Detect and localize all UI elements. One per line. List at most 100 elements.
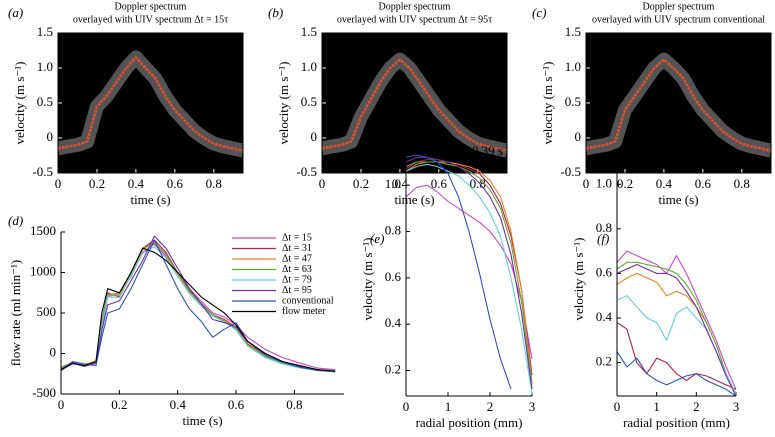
x-axis-label: radial position (mm) (416, 415, 523, 430)
y-axis-label: velocity (m s⁻¹) (360, 238, 375, 321)
legend-label: Δt = 79 (282, 274, 312, 285)
plot-background (58, 33, 243, 173)
y-tick-label: 0.6 (596, 264, 613, 279)
x-tick-label: 0.8 (734, 176, 750, 191)
y-axis-label: velocity (m s⁻¹) (12, 62, 27, 145)
y-tick-label: 0.8 (385, 222, 401, 237)
y-tick-label: 0.5 (301, 94, 317, 109)
series-line (616, 261, 737, 395)
x-tick-label: 2 (487, 399, 494, 414)
chart-subtitle: overlayed with UIV spectrum Δt = 95τ (337, 14, 492, 25)
y-tick-label: 1.5 (37, 24, 53, 39)
x-axis-label: time (s) (130, 192, 170, 207)
x-tick-label: 0.2 (89, 176, 105, 191)
x-tick-label: 0.6 (228, 397, 245, 412)
series-line (405, 184, 533, 359)
series-line (616, 322, 737, 390)
chart-title: time = 0.53 s (643, 143, 711, 158)
x-tick-label: 0 (319, 176, 326, 191)
x-tick-label: 1 (445, 399, 452, 414)
y-axis-label: velocity (m s⁻¹) (571, 238, 586, 321)
uiv-trace (321, 58, 508, 152)
chart-title: Doppler spectrum (115, 1, 187, 12)
x-axis-label: radial position (mm) (623, 415, 730, 430)
panel-label: (c) (532, 5, 546, 20)
x-tick-label: 0 (614, 399, 621, 414)
y-tick-label: 500 (37, 304, 57, 319)
legend-label: Δt = 15 (282, 232, 312, 243)
plot-frame (585, 32, 772, 174)
y-tick-label: 1500 (30, 223, 56, 238)
legend-label: conventional (282, 295, 334, 306)
series-line (60, 246, 336, 373)
panel-label: (a) (8, 5, 23, 20)
y-tick-label: 0 (47, 129, 54, 144)
series-line (616, 272, 737, 395)
series-line (60, 247, 336, 372)
y-tick-label: -0.5 (32, 164, 53, 179)
y-tick-label: 0.5 (565, 94, 581, 109)
x-tick-label: 0.6 (431, 176, 448, 191)
legend-label: Δt = 63 (282, 264, 312, 275)
y-tick-label: -0.5 (296, 164, 317, 179)
y-tick-label: 1000 (30, 263, 56, 278)
x-tick-label: 2 (693, 399, 700, 414)
x-tick-label: 0.6 (167, 176, 184, 191)
chart-subtitle: overlayed with UIV spectrum conventional (592, 14, 765, 25)
series-line (405, 159, 533, 376)
legend-label: flow meter (282, 306, 326, 317)
y-tick-label: 1.0 (565, 59, 581, 74)
series-line (616, 250, 737, 390)
chart-title: Doppler spectrum (643, 1, 715, 12)
y-tick-label: 1.0 (385, 176, 401, 191)
x-tick-label: 0 (403, 399, 410, 414)
panel-label: (b) (268, 5, 283, 20)
y-tick-label: -0.5 (560, 164, 581, 179)
x-tick-label: 0 (583, 176, 590, 191)
x-tick-label: 0.8 (470, 176, 486, 191)
series-line (616, 263, 737, 397)
y-tick-label: 0.5 (37, 94, 53, 109)
x-tick-label: 0.4 (656, 176, 673, 191)
y-tick-label: 0 (575, 129, 582, 144)
y-tick-label: 0.6 (385, 269, 402, 284)
x-tick-label: 0.8 (286, 397, 302, 412)
y-axis-label: flow rate (ml min⁻¹) (8, 260, 23, 366)
series-line (60, 239, 336, 372)
legend-label: Δt = 95 (282, 285, 312, 296)
x-tick-label: 0 (55, 176, 62, 191)
panel-label: (f) (597, 231, 609, 246)
panel-label: (e) (370, 231, 384, 246)
legend-label: Δt = 47 (282, 253, 312, 264)
x-tick-label: 0.4 (128, 176, 145, 191)
chart-subtitle: overlayed with UIV spectrum Δt = 15τ (73, 14, 228, 25)
legend-label: Δt = 31 (282, 243, 312, 254)
x-tick-label: 0.6 (695, 176, 712, 191)
x-tick-label: 0.2 (111, 397, 127, 412)
plot-frame (321, 32, 508, 174)
plot-frame (57, 32, 244, 174)
x-tick-label: 0.8 (206, 176, 222, 191)
x-axis-label: time (s) (658, 192, 698, 207)
plot-background (586, 33, 771, 173)
series-line (616, 351, 737, 397)
y-tick-label: 1.0 (596, 175, 612, 190)
x-tick-label: 3 (733, 399, 740, 414)
panel-label: (d) (8, 213, 23, 228)
series-line (405, 161, 533, 385)
chart-title: time = 0.39 s (435, 143, 503, 158)
x-tick-label: 0.2 (617, 176, 633, 191)
y-tick-label: 1.5 (565, 24, 581, 39)
chart-title: Doppler spectrum (379, 1, 451, 12)
y-tick-label: -500 (32, 385, 56, 400)
y-tick-label: 0 (50, 344, 57, 359)
y-tick-label: 0.4 (596, 309, 613, 324)
series-line (405, 163, 533, 394)
y-tick-label: 1.0 (37, 59, 53, 74)
y-tick-label: 1.5 (301, 24, 317, 39)
x-axis-label: time (s) (182, 413, 222, 428)
series-line (405, 154, 512, 390)
uiv-trace (585, 58, 772, 152)
y-tick-label: 0.8 (596, 220, 612, 235)
